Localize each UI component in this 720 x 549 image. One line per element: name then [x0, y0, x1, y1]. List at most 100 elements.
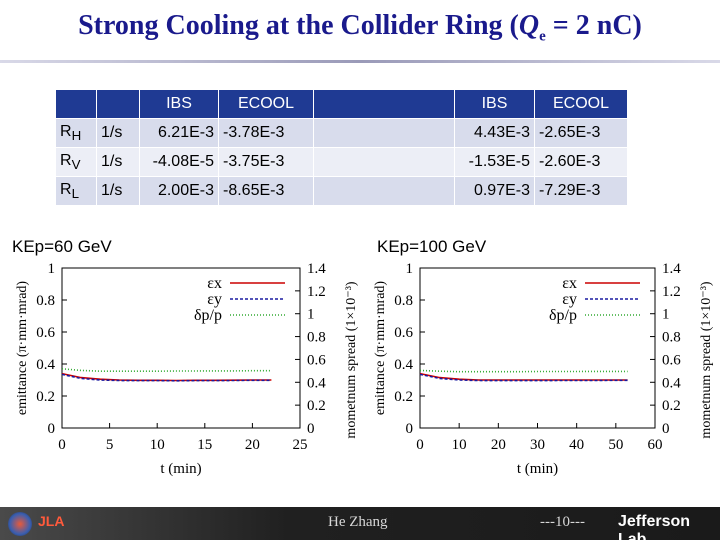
- series-line-1: [61, 373, 272, 382]
- page-number: ---10---: [540, 514, 585, 530]
- x-tick-label: 15: [197, 437, 212, 453]
- y2-axis-label: mometnum spread (1×10⁻³): [344, 281, 359, 438]
- row-name: RL: [56, 177, 96, 205]
- series-line-2: [419, 369, 628, 373]
- y-tick-label: 0: [48, 421, 56, 437]
- table-row: RH 1/s 6.21E-3 -3.78E-3 4.43E-3 -2.65E-3: [56, 119, 627, 147]
- legend-label: δp/p: [194, 307, 222, 324]
- y2-tick-label: 0.2: [662, 398, 681, 414]
- x-tick-label: 10: [452, 437, 467, 453]
- row-unit: 1/s: [97, 177, 139, 205]
- x-tick-label: 5: [106, 437, 114, 453]
- title-q-sub: e: [539, 28, 546, 45]
- spacer-cell: [314, 148, 454, 176]
- table-row: RL 1/s 2.00E-3 -8.65E-3 0.97E-3 -7.29E-3: [56, 177, 627, 205]
- y2-tick-label: 1: [307, 307, 315, 323]
- ecool-value: -7.29E-3: [535, 177, 627, 205]
- y2-tick-label: 0.6: [307, 352, 326, 368]
- plot-frame: [419, 267, 656, 429]
- ibs-value: -1.53E-5: [455, 148, 534, 176]
- x-axis-label: t (min): [160, 461, 201, 477]
- x-tick-label: 20: [491, 437, 506, 453]
- y-tick-label: 0.4: [36, 357, 55, 373]
- y-tick-label: 0.4: [394, 357, 413, 373]
- table-row: RV 1/s -4.08E-5 -3.75E-3 -1.53E-5 -2.60E…: [56, 148, 627, 176]
- x-tick-label: 40: [569, 437, 584, 453]
- ibs-value: 4.43E-3: [455, 119, 534, 147]
- legend-label: εy: [207, 291, 222, 308]
- x-tick-label: 30: [530, 437, 545, 453]
- header-cell: [314, 90, 454, 118]
- y2-tick-label: 1.2: [307, 284, 326, 300]
- y2-tick-label: 0.2: [307, 398, 326, 414]
- table-header-row: IBS ECOOL IBS ECOOL: [56, 90, 627, 118]
- x-tick-label: 10: [150, 437, 165, 453]
- x-tick-label: 0: [58, 437, 66, 453]
- cooling-rate-table: IBS ECOOL IBS ECOOL RH 1/s 6.21E-3 -3.78…: [55, 89, 628, 206]
- x-tick-label: 20: [245, 437, 260, 453]
- ecool-value: -2.65E-3: [535, 119, 627, 147]
- lab-seal-icon: [8, 512, 32, 536]
- chart-100gev: 0 10 20 30 40 50 6000.20.40.60.8100.20.40.60.8…: [373, 261, 714, 477]
- y-tick-label: 0.8: [36, 293, 55, 309]
- legend-label: εx: [207, 275, 222, 292]
- plot-label-100gev: KEp=100 GeV: [377, 237, 487, 256]
- slide-title: Strong Cooling at the Collider Ring (Qe …: [78, 10, 642, 45]
- header-cell: IBS: [455, 90, 534, 118]
- jefferson-lab-logo: Jefferson Lab: [618, 513, 691, 548]
- ecool-value: -2.60E-3: [535, 148, 627, 176]
- series-line-2: [61, 368, 272, 372]
- ecool-value: -3.75E-3: [219, 148, 313, 176]
- y-tick-label: 1: [48, 261, 56, 277]
- y2-tick-label: 0.8: [662, 330, 681, 346]
- presenter-name: He Zhang: [328, 514, 388, 530]
- y2-tick-label: 1.4: [662, 261, 681, 277]
- ibs-value: 2.00E-3: [140, 177, 218, 205]
- y2-tick-label: 1.2: [662, 284, 681, 300]
- row-name: RV: [56, 148, 96, 176]
- x-tick-label: 50: [608, 437, 623, 453]
- y2-tick-label: 0: [307, 421, 315, 437]
- y-tick-label: 0.6: [36, 325, 55, 341]
- y2-tick-label: 0.4: [307, 375, 326, 391]
- row-unit: 1/s: [97, 148, 139, 176]
- x-tick-label: 25: [293, 437, 308, 453]
- legend-label: εy: [562, 291, 577, 308]
- row-unit: 1/s: [97, 119, 139, 147]
- header-cell: [56, 90, 96, 118]
- ibs-value: -4.08E-5: [140, 148, 218, 176]
- y-axis-label: emittance (π·mm·mrad): [373, 281, 388, 416]
- y2-tick-label: 0.6: [662, 352, 681, 368]
- row-name: RH: [56, 119, 96, 147]
- x-tick-label: 0: [416, 437, 424, 453]
- plot-label-60gev: KEp=60 GeV: [12, 237, 112, 256]
- ibs-value: 0.97E-3: [455, 177, 534, 205]
- ibs-value: 6.21E-3: [140, 119, 218, 147]
- header-cell: ECOOL: [535, 90, 627, 118]
- jla-logo: JLA: [38, 513, 65, 529]
- y-axis-label: emittance (π·mm·mrad): [15, 281, 30, 416]
- footer-bar: [0, 507, 720, 540]
- series-line-1: [419, 373, 628, 382]
- title-q: Q: [518, 10, 540, 41]
- legend-label: δp/p: [549, 307, 577, 324]
- y2-axis-label: mometnum spread (1×10⁻³): [699, 281, 714, 438]
- plot-frame: [61, 267, 301, 429]
- spacer-cell: [314, 119, 454, 147]
- ecool-value: -3.78E-3: [219, 119, 313, 147]
- y2-tick-label: 1: [662, 307, 670, 323]
- y2-tick-label: 0: [662, 421, 670, 437]
- y-tick-label: 0.2: [36, 389, 55, 405]
- y-tick-label: 1: [406, 261, 414, 277]
- x-axis-label: t (min): [517, 461, 558, 477]
- spacer-cell: [314, 177, 454, 205]
- header-cell: [97, 90, 139, 118]
- y-tick-label: 0: [406, 421, 414, 437]
- x-tick-label: 60: [648, 437, 663, 453]
- y2-tick-label: 1.4: [307, 261, 326, 277]
- y2-tick-label: 0.4: [662, 375, 681, 391]
- y2-tick-label: 0.8: [307, 330, 326, 346]
- ecool-value: -8.65E-3: [219, 177, 313, 205]
- legend-label: εx: [562, 275, 577, 292]
- y-tick-label: 0.2: [394, 389, 413, 405]
